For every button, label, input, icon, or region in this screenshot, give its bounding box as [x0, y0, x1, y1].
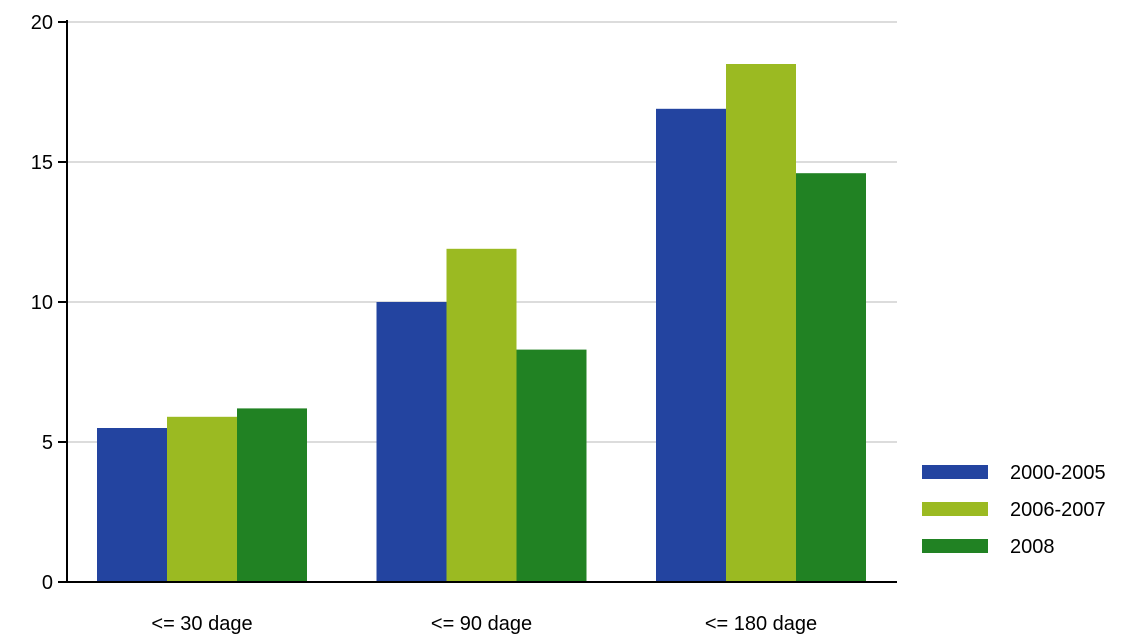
legend-label: 2000-2005	[1010, 462, 1106, 484]
bar	[376, 302, 447, 582]
y-tick-label: 5	[42, 432, 53, 454]
bar	[97, 428, 167, 582]
x-tick-label: <= 30 dage	[151, 613, 252, 635]
bar	[446, 248, 517, 583]
bar	[516, 349, 587, 582]
y-tick-label: 15	[31, 152, 53, 174]
x-tick-labels: <= 30 dage <= 90 dage <= 180 dage	[151, 613, 817, 635]
x-tick-label: <= 90 dage	[431, 613, 532, 635]
bar	[167, 416, 237, 582]
legend-swatch	[922, 539, 988, 553]
legend: 2000-2005 2006-2007 2008	[922, 462, 1106, 558]
bars	[97, 64, 866, 583]
y-tick-label: 0	[42, 572, 53, 594]
bar	[726, 64, 796, 582]
y-tick-label: 10	[31, 292, 53, 314]
x-tick-label: <= 180 dage	[705, 613, 817, 635]
legend-label: 2006-2007	[1010, 499, 1106, 521]
legend-swatch	[922, 465, 988, 479]
legend-label: 2008	[1010, 536, 1055, 558]
bar	[656, 108, 726, 583]
y-tick-label: 20	[31, 12, 53, 34]
y-tick-labels: 0 5 10 15 20	[31, 12, 67, 594]
legend-swatch	[922, 502, 988, 516]
bar	[796, 173, 866, 582]
bar	[237, 408, 307, 582]
